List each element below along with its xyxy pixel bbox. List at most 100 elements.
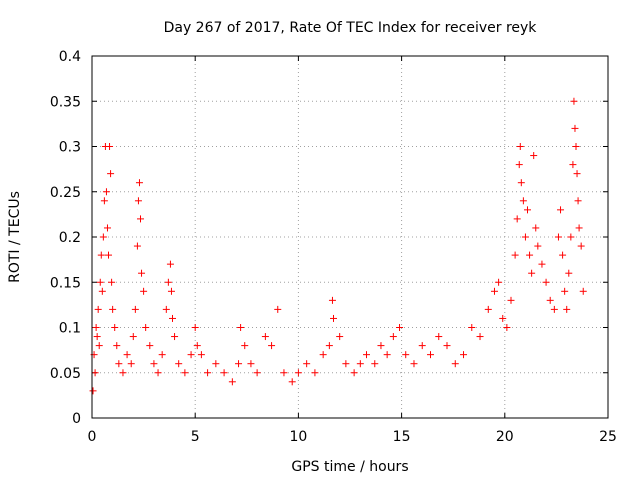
data-point: [212, 360, 220, 368]
data-point: [342, 360, 350, 368]
data-point: [150, 360, 158, 368]
data-point: [517, 179, 525, 187]
data-point: [410, 360, 418, 368]
data-point: [228, 378, 236, 386]
data-point: [146, 342, 154, 350]
data-point: [350, 369, 358, 377]
y-tick-label: 0.25: [50, 185, 81, 201]
y-tick-label: 0.4: [59, 49, 81, 65]
data-point: [133, 242, 141, 250]
data-point: [528, 269, 536, 277]
data-point: [294, 369, 302, 377]
data-point: [371, 360, 379, 368]
data-point: [513, 215, 521, 223]
data-point: [171, 333, 179, 341]
data-point: [328, 296, 336, 304]
x-tick-label: 25: [599, 429, 617, 445]
data-point: [521, 233, 529, 241]
data-point: [129, 333, 137, 341]
data-point: [516, 143, 524, 150]
data-point: [573, 170, 581, 178]
x-tick-label: 20: [496, 429, 514, 445]
data-point: [574, 197, 582, 205]
data-point: [490, 287, 498, 295]
data-point: [570, 97, 578, 105]
data-point: [377, 342, 385, 350]
data-point: [579, 287, 587, 295]
tick-layer: 0 5 10 15 20 25 0 0.05 0.1 0.15 0.2 0.25 0.3 0.35 0.4: [50, 49, 617, 445]
data-point: [109, 305, 117, 313]
data-point: [311, 369, 319, 377]
y-tick-label: 0.1: [59, 321, 81, 337]
data-point: [356, 360, 364, 368]
data-point: [451, 360, 459, 368]
data-point: [546, 296, 554, 304]
data-point: [108, 278, 116, 286]
y-tick-label: 0.05: [50, 366, 81, 382]
data-point: [530, 152, 538, 160]
data-point: [204, 369, 212, 377]
data-point: [154, 369, 162, 377]
data-point: [247, 360, 255, 368]
data-point: [166, 260, 174, 268]
data-point: [268, 342, 276, 350]
data-point: [253, 369, 261, 377]
data-point: [577, 242, 585, 250]
data-point: [363, 351, 371, 359]
data-point: [91, 369, 99, 377]
data-point: [495, 278, 503, 286]
data-point: [303, 360, 311, 368]
data-point: [261, 333, 269, 341]
data-point: [402, 351, 410, 359]
data-point: [135, 179, 143, 187]
data-point: [138, 269, 146, 277]
data-point: [95, 342, 103, 350]
data-point: [123, 351, 131, 359]
x-axis-label: GPS time / hours: [291, 459, 408, 475]
data-point: [137, 215, 145, 223]
data-point: [542, 278, 550, 286]
plot-frame: [91, 55, 609, 419]
data-point: [220, 369, 228, 377]
data-point: [181, 369, 189, 377]
data-point: [119, 369, 127, 377]
data-point: [484, 305, 492, 313]
data-point: [515, 161, 523, 169]
data-point: [197, 351, 205, 359]
data-point: [237, 324, 245, 331]
data-point: [115, 360, 123, 368]
data-point: [103, 224, 111, 232]
data-point: [519, 197, 527, 205]
data-point: [557, 206, 565, 214]
data-point: [107, 170, 115, 178]
data-point: [106, 143, 114, 150]
data-point: [99, 233, 107, 241]
data-point: [162, 305, 170, 313]
data-point: [96, 278, 104, 286]
data-point: [418, 342, 426, 350]
data-point: [567, 233, 575, 241]
grid-layer: [92, 56, 608, 418]
data-point: [187, 351, 195, 359]
y-tick-label: 0.35: [50, 94, 81, 110]
data-point: [554, 233, 562, 241]
data-point: [426, 351, 434, 359]
data-point: [105, 251, 113, 259]
data-point: [435, 333, 443, 341]
data-point: [280, 369, 288, 377]
data-point: [98, 287, 106, 295]
x-tick-label: 15: [393, 429, 411, 445]
y-tick-label: 0: [72, 411, 81, 427]
data-point: [571, 124, 579, 132]
data-point: [559, 251, 567, 259]
data-point: [93, 333, 101, 341]
data-point: [569, 161, 577, 169]
data-point: [443, 342, 451, 350]
data-point: [94, 305, 102, 313]
data-point: [503, 324, 511, 331]
data-point: [575, 224, 583, 232]
data-point: [140, 287, 148, 295]
data-point: [476, 333, 484, 341]
data-point: [168, 314, 176, 322]
data-point: [102, 188, 110, 196]
